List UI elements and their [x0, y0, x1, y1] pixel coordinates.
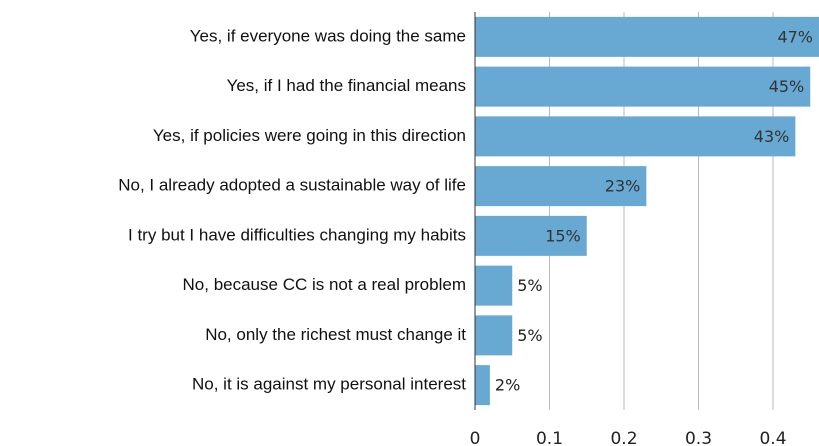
bar	[475, 315, 513, 356]
x-tick-label: 0.4	[759, 429, 786, 446]
value-label: 5%	[517, 276, 542, 295]
bar	[475, 215, 587, 256]
category-label: No, it is against my personal interest	[192, 375, 466, 394]
value-label: 45%	[769, 77, 805, 96]
value-label: 15%	[545, 226, 581, 245]
bar	[475, 365, 490, 406]
category-label: No, because CC is not a real problem	[183, 275, 466, 294]
bar	[475, 166, 647, 207]
category-label: I try but I have difficulties changing m…	[128, 225, 466, 244]
x-tick-label: 0.2	[610, 429, 637, 446]
value-label: 2%	[495, 376, 520, 395]
value-label: 47%	[777, 27, 813, 46]
x-tick-label: 0	[470, 429, 481, 446]
bar	[475, 116, 796, 157]
category-label: Yes, if everyone was doing the same	[190, 26, 466, 45]
x-tick-label: 0.3	[685, 429, 712, 446]
value-label: 43%	[754, 127, 790, 146]
bar	[475, 265, 513, 306]
category-label: No, I already adopted a sustainable way …	[118, 176, 466, 195]
bar	[475, 16, 819, 57]
x-tick-label: 0.1	[536, 429, 563, 446]
category-label: Yes, if policies were going in this dire…	[153, 126, 466, 145]
value-label: 5%	[517, 326, 542, 345]
value-label: 23%	[605, 177, 641, 196]
bar	[475, 66, 811, 107]
category-label: Yes, if I had the financial means	[227, 76, 466, 95]
category-label: No, only the richest must change it	[205, 325, 466, 344]
